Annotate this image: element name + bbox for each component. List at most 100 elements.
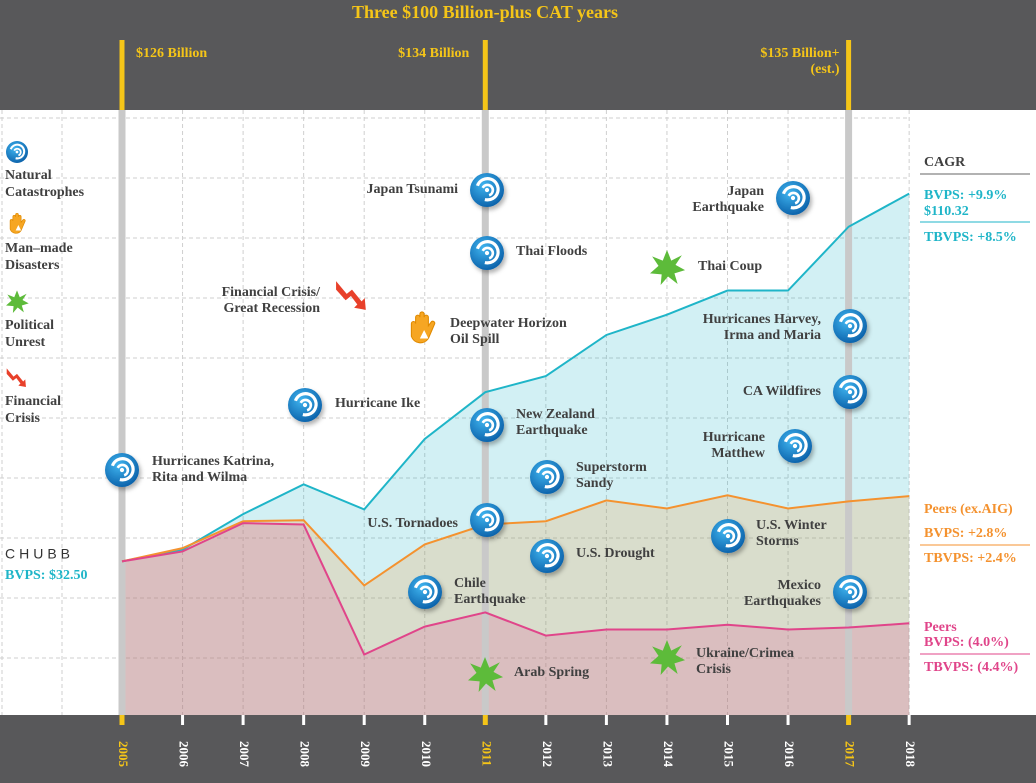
series-line — [121, 494, 910, 587]
value-label: BVPS: $32.50 — [5, 568, 87, 583]
legend-icon — [6, 368, 26, 387]
legend-label-line: Financial — [5, 394, 61, 409]
axis-band — [0, 715, 1036, 783]
event-label: Chile Earthquake — [454, 576, 526, 607]
event-label: U.S. Winter Storms — [756, 518, 827, 549]
legend-label: Financial Crisis — [5, 394, 61, 426]
event-label-line: U.S. Winter — [756, 518, 827, 533]
event-label-line: Rita and Wilma — [152, 470, 247, 485]
event-label-line: U.S. Tornadoes — [367, 516, 458, 531]
event-label-line: Thai Floods — [516, 244, 588, 259]
event-label-line: Chile — [454, 576, 486, 591]
event-label: Japan Earthquake — [692, 184, 764, 215]
series-line — [121, 522, 910, 656]
event-label: Hurricane Matthew — [703, 430, 766, 461]
event-label: Hurricanes Harvey, Irma and Maria — [703, 312, 821, 343]
event-icon — [286, 386, 324, 424]
x-tick-label: 2007 — [237, 741, 252, 768]
event-label-line: Hurricane — [703, 430, 765, 445]
event-label: Superstorm Sandy — [576, 460, 647, 491]
event-icon — [709, 517, 747, 555]
cat-loss-label: $135 Billion+ (est.) — [760, 46, 840, 77]
x-tick-label: 2005 — [116, 741, 131, 768]
event-label: Financial Crisis/Great Recession — [222, 285, 322, 316]
event-label-line: New Zealand — [516, 407, 595, 422]
event-label-line: Oil Spill — [450, 332, 500, 347]
series-area — [122, 495, 910, 715]
event-label-line: Great Recession — [223, 301, 320, 316]
event-label: Thai Floods — [516, 244, 588, 259]
event-label: Mexico Earthquakes — [744, 578, 822, 609]
event-label: Thai Coup — [698, 259, 762, 274]
cagr-tbvps: TBVPS: +8.5% — [924, 230, 1017, 245]
legend-label: Man–made Disasters — [5, 241, 73, 273]
event-label: U.S. Tornadoes — [367, 516, 458, 531]
event-icon — [406, 573, 444, 611]
legend-label-line: Unrest — [5, 335, 46, 350]
event-label: Ukraine/Crimea Crisis — [696, 646, 794, 677]
event-icon — [650, 249, 686, 285]
event-label-line: Sandy — [576, 476, 613, 491]
event-icon — [831, 573, 869, 611]
series-area — [122, 523, 910, 715]
x-tick-label: 2008 — [298, 741, 313, 768]
event-label: Deepwater Horizon Oil Spill — [450, 316, 567, 347]
x-tick-label: 2018 — [903, 741, 918, 768]
x-tick-label: 2013 — [600, 741, 615, 768]
x-tick-label: 2009 — [358, 741, 373, 768]
cat-loss-label-line: $134 Billion — [398, 46, 469, 61]
legend-label-line: Disasters — [5, 258, 60, 273]
event-label: Japan Tsunami — [367, 182, 459, 197]
event-label: CA Wildfires — [743, 384, 822, 399]
event-label: U.S. Drought — [576, 546, 655, 561]
legend-label-line: Man–made — [5, 241, 73, 256]
cat-loss-label-line: (est.) — [810, 62, 839, 77]
event-label-line: Crisis — [696, 662, 732, 677]
event-label-line: CA Wildfires — [743, 384, 822, 399]
event-icon — [468, 406, 506, 444]
event-label-line: Superstorm — [576, 460, 647, 475]
x-tick-label: 2016 — [782, 741, 797, 768]
x-tick-label: 2006 — [177, 741, 192, 768]
legend-label: Political Unrest — [5, 318, 54, 350]
event-icon — [468, 234, 506, 272]
series-area — [122, 193, 910, 716]
header-band — [0, 0, 1036, 110]
legend-icon — [9, 212, 26, 234]
event-icon — [774, 179, 812, 217]
chart-title: Three $100 Billion-plus CAT years — [352, 2, 618, 22]
series-line — [121, 192, 910, 563]
event-label: Hurricanes Katrina, Rita and Wilma — [152, 454, 274, 485]
event-label-line: Matthew — [711, 446, 766, 461]
cat-loss-label-line: $135 Billion+ — [760, 46, 839, 61]
event-icon — [528, 458, 566, 496]
series-name: Peers (ex.AIG) — [924, 502, 1013, 517]
value-label: $110.32 — [924, 204, 969, 219]
event-label-line: Mexico — [777, 578, 821, 593]
event-label-line: Earthquake — [516, 423, 588, 438]
event-label-line: Earthquake — [454, 592, 526, 607]
event-label-line: Arab Spring — [514, 665, 589, 680]
event-icon — [468, 501, 506, 539]
x-tick-label: 2011 — [479, 741, 494, 766]
legend-label: Natural Catastrophes — [5, 168, 85, 200]
legend-label-line: Natural — [5, 168, 52, 183]
event-label-line: Financial Crisis/ — [222, 285, 322, 300]
event-label-line: Deepwater Horizon — [450, 316, 567, 331]
x-tick-label: 2014 — [661, 741, 676, 768]
event-label-line: Storms — [756, 534, 799, 549]
cagr-tbvps: TBVPS: (4.4%) — [924, 660, 1018, 675]
event-label: Arab Spring — [514, 665, 589, 680]
event-label-line: Earthquakes — [744, 594, 822, 609]
series-name: CHUBB — [5, 546, 74, 562]
event-label-line: Japan Tsunami — [367, 182, 459, 197]
x-tick-label: 2015 — [722, 741, 737, 768]
x-tick-label: 2012 — [540, 741, 555, 767]
cagr-tbvps: TBVPS: +2.4% — [924, 551, 1017, 566]
event-label-line: Hurricanes Katrina, — [152, 454, 274, 469]
cagr-bvps: BVPS: +9.9% — [924, 188, 1007, 203]
cat-loss-label: $134 Billion — [398, 46, 469, 61]
event-label-line: Thai Coup — [698, 259, 762, 274]
cagr-bvps: BVPS: +2.8% — [924, 526, 1007, 541]
event-icon — [103, 451, 141, 489]
